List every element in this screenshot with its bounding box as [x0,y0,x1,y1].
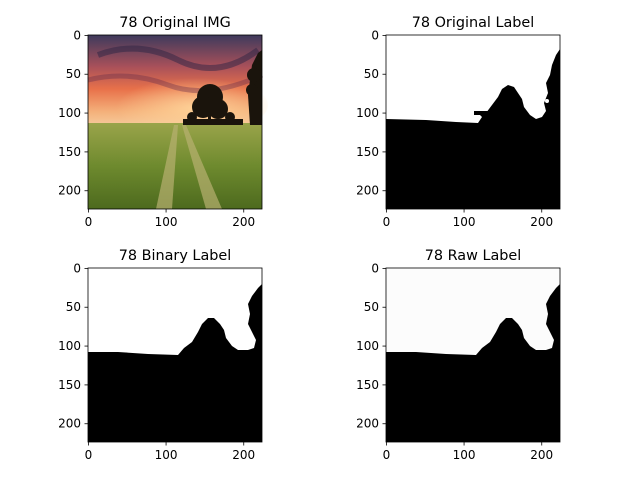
x-tick-label: 0 [383,448,391,462]
x-axis: 0 100 200 [85,209,255,229]
x-tick-label: 200 [530,448,553,462]
y-tick-label: 150 [58,378,81,392]
panel-title: 78 Original Label [412,15,535,31]
y-tick-label: 100 [58,106,81,120]
x-tick-label: 100 [155,215,178,229]
panel-original-label: 78 Original Label 0 100 200 0 50 100 150 200 [356,15,561,229]
axes-frame [87,34,263,210]
panel-binary-label: 78 Binary Label 0 100 200 0 50 100 150 200 [58,248,263,462]
label-mask [88,268,262,442]
panel-title: 78 Raw Label [425,248,522,264]
y-axis: 0 50 100 150 200 [356,261,386,431]
y-tick-label: 150 [58,145,81,159]
panel-title: 78 Original IMG [119,15,231,31]
y-tick-label: 100 [356,106,379,120]
y-tick-label: 0 [371,261,379,275]
x-tick-label: 200 [530,215,553,229]
y-tick-label: 200 [58,417,81,431]
panel-raw-label: 78 Raw Label 0 100 200 0 50 100 150 200 [356,248,561,462]
x-tick-label: 100 [453,448,476,462]
label-mask [386,268,560,442]
x-tick-label: 100 [155,448,178,462]
x-axis: 0 100 200 [383,209,553,229]
y-tick-label: 0 [73,28,81,42]
x-axis: 0 100 200 [85,442,255,462]
y-tick-label: 50 [66,67,81,81]
x-tick-label: 100 [453,215,476,229]
x-tick-label: 0 [85,448,93,462]
y-tick-label: 100 [58,339,81,353]
axes-frame [385,34,561,210]
y-tick-label: 0 [371,28,379,42]
y-tick-label: 0 [73,261,81,275]
y-tick-label: 150 [356,378,379,392]
y-tick-label: 50 [66,300,81,314]
y-tick-label: 50 [364,300,379,314]
y-axis: 0 50 100 150 200 [356,28,386,198]
y-tick-label: 200 [356,184,379,198]
label-mask [386,35,560,209]
y-tick-label: 100 [356,339,379,353]
y-axis: 0 50 100 150 200 [58,261,88,431]
x-axis: 0 100 200 [383,442,553,462]
x-tick-label: 200 [232,448,255,462]
y-tick-label: 50 [364,67,379,81]
axes-frame [385,267,561,443]
x-tick-label: 0 [383,215,391,229]
photo-image [87,35,268,209]
y-tick-label: 200 [356,417,379,431]
x-tick-label: 200 [232,215,255,229]
y-axis: 0 50 100 150 200 [58,28,88,198]
panel-title: 78 Binary Label [119,248,232,264]
axes-frame [87,267,263,443]
y-tick-label: 200 [58,184,81,198]
x-tick-label: 0 [85,215,93,229]
y-tick-label: 150 [356,145,379,159]
